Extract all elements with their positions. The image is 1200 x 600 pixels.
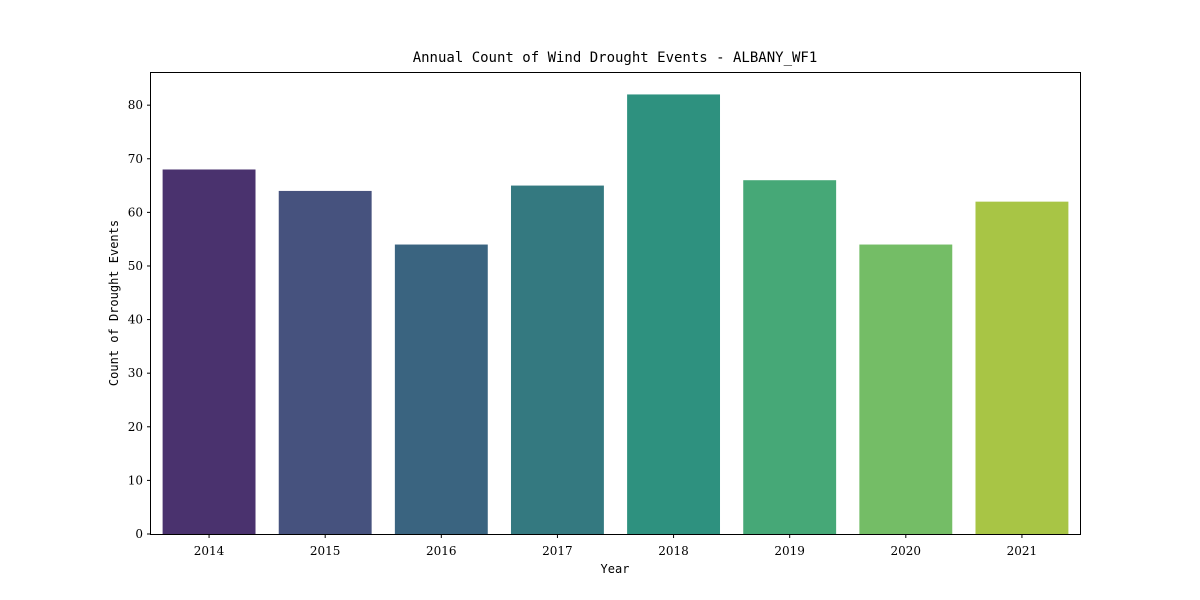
y-tick-label-40: 40: [128, 313, 143, 327]
y-tick-label-20: 20: [128, 420, 143, 434]
x-tick-label-2018: 2018: [658, 544, 689, 558]
bar-2020: [859, 244, 953, 534]
x-tick-label-2014: 2014: [194, 544, 225, 558]
bar-2018: [627, 94, 721, 534]
chart-title: Annual Count of Wind Drought Events - AL…: [413, 50, 818, 66]
bar-2019: [743, 180, 837, 535]
bar-2014: [162, 169, 256, 534]
plot-frame: [150, 72, 1081, 535]
x-axis: 2014 2015 2016 2017 2018 2019 2020 2021: [194, 534, 1037, 558]
x-tick-label-2016: 2016: [426, 544, 457, 558]
y-tick-label-50: 50: [128, 259, 143, 273]
y-axis-label: Count of Drought Events: [107, 220, 121, 386]
bar-2016: [394, 244, 488, 534]
x-tick-label-2021: 2021: [1007, 544, 1038, 558]
y-axis: 0 10 20 30 40 50 60 70 80: [128, 98, 151, 541]
y-tick-label-0: 0: [135, 527, 143, 541]
bars-group: [162, 94, 1069, 535]
x-tick-label-2015: 2015: [310, 544, 341, 558]
bar-2015: [278, 190, 372, 534]
x-tick-label-2017: 2017: [542, 544, 573, 558]
x-tick-label-2019: 2019: [774, 544, 805, 558]
x-tick-label-2020: 2020: [891, 544, 922, 558]
y-tick-label-70: 70: [128, 152, 143, 166]
y-tick-label-60: 60: [128, 205, 143, 219]
y-tick-label-30: 30: [128, 366, 143, 380]
bar-2017: [510, 185, 604, 534]
bar-2021: [975, 201, 1069, 534]
x-axis-label: Year: [601, 562, 630, 576]
y-tick-label-80: 80: [128, 98, 143, 112]
y-tick-label-10: 10: [128, 473, 143, 487]
